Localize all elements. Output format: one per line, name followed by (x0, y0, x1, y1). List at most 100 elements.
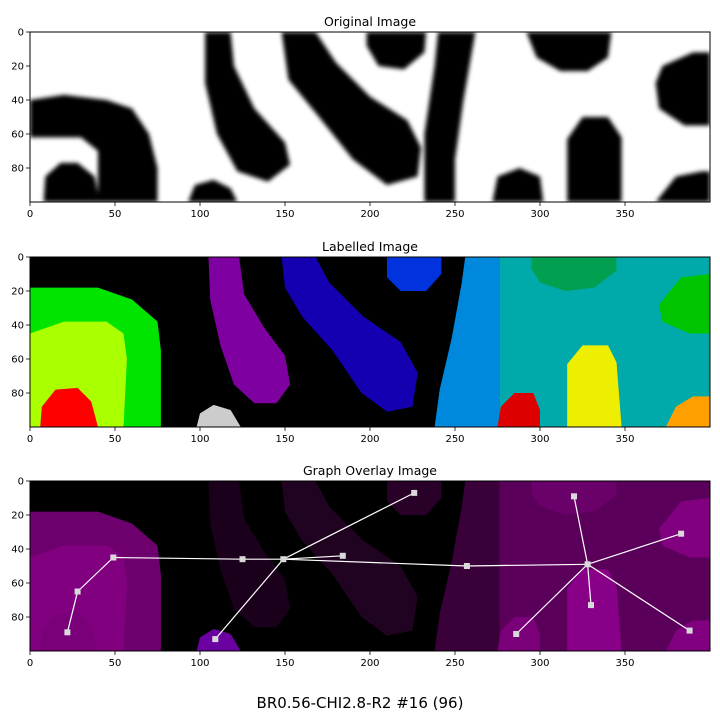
graph-edge (587, 563, 690, 632)
panel-title-graph-overlay: Graph Overlay Image (303, 463, 437, 478)
y-tick-label: 20 (11, 287, 24, 298)
graph-edge (66, 591, 79, 633)
label-region-10 (531, 257, 617, 291)
graph-node (678, 530, 685, 537)
x-tick-label: 50 (109, 209, 122, 220)
graph-node (571, 493, 577, 500)
blob-shape (281, 32, 421, 185)
blob-shape (492, 168, 544, 202)
graph-edge (113, 556, 243, 560)
graph-edge (283, 492, 415, 560)
blob-shape (188, 179, 238, 202)
label-region-6 (281, 257, 418, 412)
overlay-region (208, 481, 291, 628)
graph-node (280, 556, 287, 563)
x-tick-label: 350 (615, 209, 634, 220)
graph-edge (77, 557, 114, 592)
x-tick-label: 300 (530, 209, 549, 220)
blob-shape (655, 52, 710, 126)
panel-labelled: Labelled Image 0 50 100 150 200 250 300 350 0 20 4… (11, 239, 711, 446)
label-region-11 (659, 274, 710, 334)
y-tick-label: 0 (18, 253, 24, 264)
y-tick-label: 40 (11, 96, 24, 107)
blob-shape (43, 162, 100, 202)
label-region-9 (499, 257, 710, 427)
overlay-region (567, 569, 622, 651)
panel-title-original: Original Image (324, 14, 416, 29)
graph-edge (587, 564, 592, 606)
overlay-region (387, 481, 442, 515)
graph-edge (587, 533, 682, 565)
axis-ticks-labelled: 0 50 100 150 200 250 300 350 0 20 40 60 80 (11, 253, 634, 446)
y-tick-label: 60 (11, 579, 24, 590)
y-tick-label: 80 (11, 389, 24, 400)
x-tick-label: 100 (190, 209, 209, 220)
x-tick-label: 150 (275, 209, 294, 220)
label-region-13 (567, 345, 622, 427)
figure-suptitle: BR0.56-CHI2.8-R2 #16 (96) (256, 694, 464, 712)
label-region-8 (434, 257, 500, 427)
graph-edge (214, 558, 284, 640)
blob-shape (526, 32, 612, 72)
graph-node (513, 631, 520, 637)
y-tick-label: 40 (11, 321, 24, 332)
x-tick-label: 0 (27, 434, 33, 445)
graph-edge (466, 563, 588, 567)
overlay-regions (30, 481, 710, 651)
blob-shape (567, 117, 622, 202)
axis-ticks-graph-overlay: 0 50 100 150 200 250 300 350 0 20 40 60 80 (11, 477, 634, 670)
x-tick-label: 150 (275, 434, 294, 445)
overlay-region (659, 498, 710, 558)
graph-nodes (64, 489, 693, 643)
graph-node (411, 489, 418, 496)
graph-node (588, 602, 594, 609)
graph-node (74, 588, 81, 595)
x-tick-label: 300 (530, 434, 549, 445)
overlay-region (281, 481, 418, 636)
x-tick-label: 200 (360, 658, 379, 669)
graph-node (686, 627, 693, 634)
graph-node (584, 561, 591, 568)
overlay-region (665, 620, 710, 651)
y-tick-label: 80 (11, 164, 24, 175)
y-tick-label: 60 (11, 130, 24, 141)
x-tick-label: 350 (615, 434, 634, 445)
labelled-regions (30, 257, 710, 427)
y-tick-label: 0 (18, 28, 24, 39)
blob-shape (205, 32, 291, 182)
x-tick-label: 100 (190, 434, 209, 445)
x-tick-label: 350 (615, 658, 634, 669)
label-region-5 (208, 257, 291, 404)
graph-node (239, 556, 246, 563)
graph-edge (283, 555, 343, 560)
blob-shape (30, 94, 158, 202)
y-tick-label: 40 (11, 545, 24, 556)
blob-shape (655, 171, 710, 202)
graph-edge (515, 563, 589, 635)
overlay-region (499, 481, 710, 651)
graph-node (339, 552, 346, 559)
x-tick-label: 0 (27, 658, 33, 669)
graph-node (64, 629, 71, 636)
panel-graph-overlay: Graph Overlay Image 0 50 100 150 200 250 300 35… (11, 463, 711, 670)
x-tick-label: 0 (27, 209, 33, 220)
label-region-7 (387, 257, 442, 291)
x-tick-label: 50 (109, 434, 122, 445)
x-tick-label: 150 (275, 658, 294, 669)
y-tick-label: 0 (18, 477, 24, 488)
label-region-12 (497, 393, 540, 427)
x-tick-label: 250 (445, 209, 464, 220)
x-tick-label: 200 (360, 434, 379, 445)
x-tick-label: 100 (190, 658, 209, 669)
x-tick-label: 50 (109, 658, 122, 669)
overlay-region (196, 628, 241, 651)
panel-title-labelled: Labelled Image (322, 239, 418, 254)
y-tick-label: 60 (11, 355, 24, 366)
graph-node (110, 554, 117, 561)
y-tick-label: 20 (11, 511, 24, 522)
blob-shape (424, 32, 476, 202)
graph-edge (283, 558, 467, 567)
graph-edges (66, 492, 690, 640)
panel-original: Original Image 0 50 100 150 200 250 300 350 0 20 4… (11, 14, 711, 220)
